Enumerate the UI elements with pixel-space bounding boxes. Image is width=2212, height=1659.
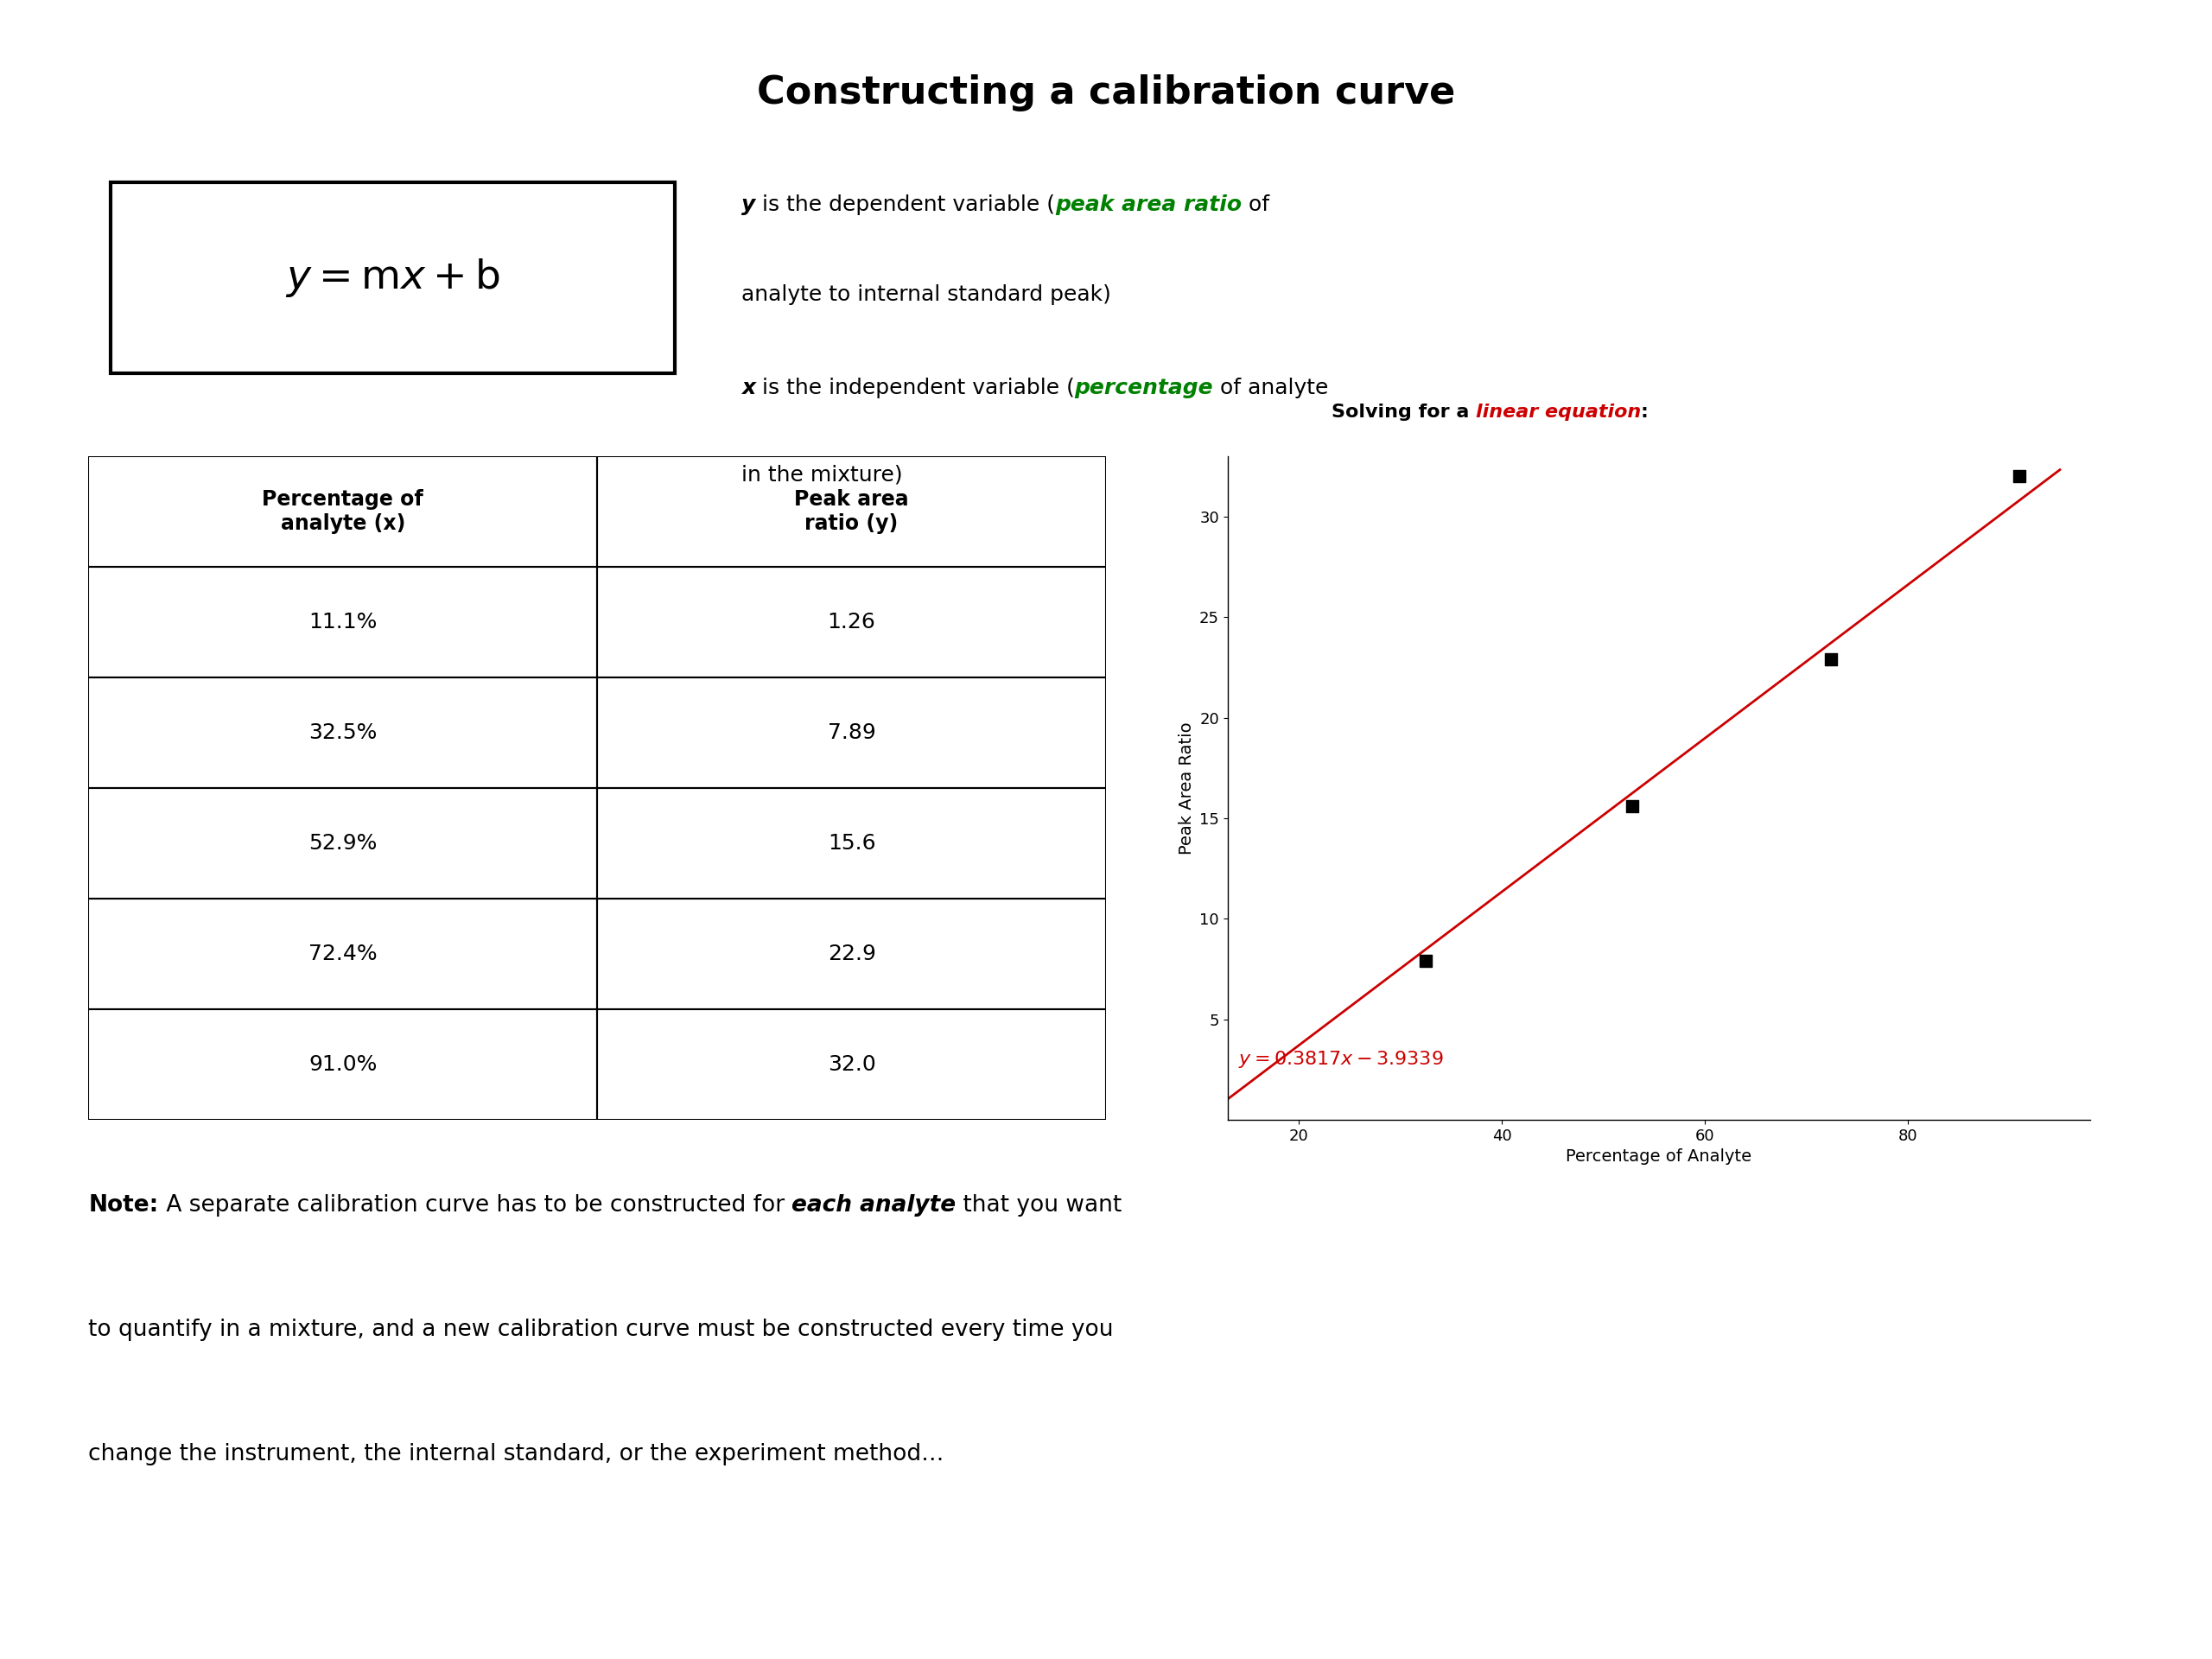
Bar bbox=[597, 567, 1106, 677]
Text: Percentage of
analyte (x): Percentage of analyte (x) bbox=[263, 489, 422, 534]
Text: Solving for a: Solving for a bbox=[1332, 403, 1475, 420]
Text: is the independent variable (: is the independent variable ( bbox=[754, 378, 1075, 398]
Text: Peak area
ratio (y): Peak area ratio (y) bbox=[794, 489, 909, 534]
X-axis label: Percentage of Analyte: Percentage of Analyte bbox=[1566, 1148, 1752, 1165]
Text: 32.0: 32.0 bbox=[827, 1053, 876, 1075]
Text: that you want: that you want bbox=[956, 1194, 1121, 1218]
Text: each analyte: each analyte bbox=[792, 1194, 956, 1218]
Text: Note:: Note: bbox=[88, 1194, 159, 1218]
Bar bbox=[88, 1009, 597, 1120]
Text: peak area ratio: peak area ratio bbox=[1055, 194, 1241, 216]
Point bbox=[1615, 793, 1650, 820]
Text: 15.6: 15.6 bbox=[827, 833, 876, 854]
Text: 1.26: 1.26 bbox=[827, 612, 876, 632]
Text: :: : bbox=[1641, 403, 1648, 420]
Text: of analyte: of analyte bbox=[1214, 378, 1329, 398]
Text: change the instrument, the internal standard, or the experiment method…: change the instrument, the internal stan… bbox=[88, 1443, 945, 1467]
Text: 91.0%: 91.0% bbox=[307, 1053, 378, 1075]
Text: y: y bbox=[741, 194, 754, 216]
Bar bbox=[88, 677, 597, 788]
Bar bbox=[88, 567, 597, 677]
Point bbox=[2002, 463, 2037, 489]
Text: in the mixture): in the mixture) bbox=[741, 465, 902, 486]
Y-axis label: Peak Area Ratio: Peak Area Ratio bbox=[1179, 722, 1194, 854]
Text: $y = 0.3817x - 3.9339$: $y = 0.3817x - 3.9339$ bbox=[1239, 1048, 1442, 1070]
Text: 11.1%: 11.1% bbox=[307, 612, 378, 632]
Text: A separate calibration curve has to be constructed for: A separate calibration curve has to be c… bbox=[159, 1194, 792, 1218]
Text: to quantify in a mixture, and a new calibration curve must be constructed every : to quantify in a mixture, and a new cali… bbox=[88, 1319, 1113, 1342]
Text: of: of bbox=[1241, 194, 1270, 216]
Bar bbox=[597, 677, 1106, 788]
Point bbox=[1814, 645, 1849, 672]
Bar bbox=[597, 456, 1106, 567]
Text: 72.4%: 72.4% bbox=[307, 944, 378, 964]
Bar bbox=[88, 788, 597, 899]
Text: analyte to internal standard peak): analyte to internal standard peak) bbox=[741, 285, 1110, 305]
Text: 7.89: 7.89 bbox=[827, 722, 876, 743]
Text: is the dependent variable (: is the dependent variable ( bbox=[754, 194, 1055, 216]
Text: 52.9%: 52.9% bbox=[307, 833, 378, 854]
Text: percentage: percentage bbox=[1075, 378, 1214, 398]
Bar bbox=[597, 1009, 1106, 1120]
Point bbox=[1407, 947, 1442, 974]
Bar bbox=[88, 899, 597, 1009]
Bar bbox=[88, 456, 597, 567]
Bar bbox=[597, 788, 1106, 899]
Bar bbox=[597, 899, 1106, 1009]
Text: Constructing a calibration curve: Constructing a calibration curve bbox=[757, 75, 1455, 111]
Text: 22.9: 22.9 bbox=[827, 944, 876, 964]
Text: linear equation: linear equation bbox=[1475, 403, 1641, 420]
Point bbox=[1190, 1082, 1225, 1108]
Text: $y = \mathrm{m}x + \mathrm{b}$: $y = \mathrm{m}x + \mathrm{b}$ bbox=[285, 257, 500, 299]
Text: 32.5%: 32.5% bbox=[307, 722, 378, 743]
Text: x: x bbox=[741, 378, 754, 398]
